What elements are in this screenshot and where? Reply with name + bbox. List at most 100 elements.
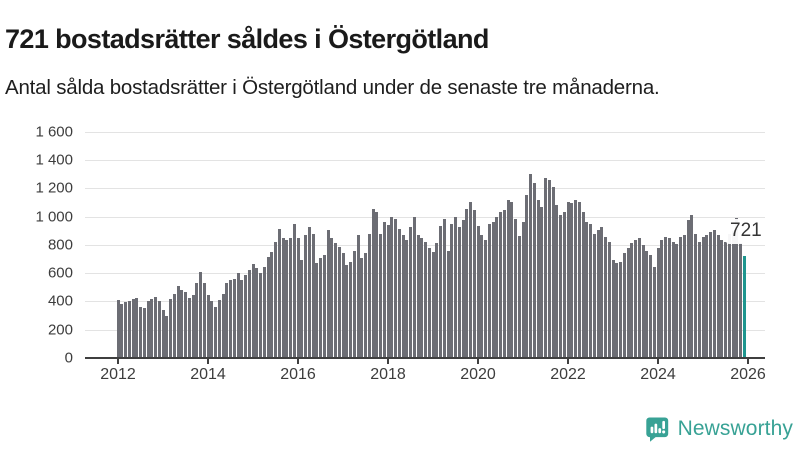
bar	[551, 186, 555, 358]
bar	[304, 234, 307, 358]
bar	[206, 295, 210, 358]
bar	[375, 211, 379, 358]
bar	[712, 229, 716, 358]
bar	[667, 238, 671, 358]
bar	[247, 270, 251, 358]
x-axis-tick-mark	[477, 359, 479, 364]
bar	[637, 238, 641, 358]
x-axis-tick-mark	[387, 359, 389, 364]
x-axis-tick-label: 2024	[640, 366, 676, 383]
y-gridline	[85, 216, 765, 218]
bar	[394, 218, 397, 358]
x-axis-tick-mark	[567, 359, 569, 364]
x-axis-tick-label: 2016	[280, 366, 316, 383]
y-gridline	[85, 131, 765, 133]
bar	[405, 239, 409, 358]
bar	[701, 237, 705, 358]
bar	[364, 253, 367, 358]
bar	[465, 208, 469, 358]
bar	[491, 222, 495, 358]
bar	[634, 239, 637, 358]
bar	[382, 222, 386, 358]
bar	[139, 307, 142, 358]
newsworthy-brand-link[interactable]: Newsworthy	[643, 414, 793, 444]
bar	[199, 271, 202, 358]
bar	[281, 238, 285, 358]
chart-title: 721 bostadsrätter såldes i Östergötland	[5, 24, 489, 55]
bar	[461, 220, 465, 358]
bar	[165, 316, 169, 358]
bar	[116, 300, 120, 358]
bar	[214, 306, 217, 358]
bar	[574, 199, 577, 358]
bar	[311, 233, 315, 358]
bar	[131, 299, 135, 358]
bar	[592, 233, 596, 358]
bar	[555, 205, 559, 358]
bar	[431, 251, 435, 358]
bar	[172, 293, 176, 358]
bar	[454, 216, 457, 358]
bar	[420, 238, 424, 358]
bar-chart-plot-area: 0 200 400 600 800 1 000 1 200 1 400 1 600 2012 201…	[35, 123, 765, 383]
bar	[724, 241, 727, 358]
bar	[356, 234, 360, 358]
bar	[236, 273, 240, 358]
x-axis-tick-mark	[117, 359, 119, 364]
y-axis-tick-label: 1 200	[35, 179, 73, 197]
bar	[529, 174, 532, 358]
bar	[240, 280, 244, 358]
bar	[562, 211, 566, 358]
y-axis-tick-label: 800	[47, 236, 73, 254]
bar	[225, 283, 229, 358]
bar	[435, 243, 439, 358]
x-axis-tick-label: 2022	[550, 366, 586, 383]
bar	[544, 178, 547, 358]
chart-subtitle: Antal sålda bostadsrätter i Östergötland…	[5, 76, 660, 99]
highlighted-bar	[742, 256, 746, 358]
bar	[371, 208, 375, 358]
bar	[686, 220, 690, 358]
x-axis-tick-label: 2020	[460, 366, 496, 383]
bar	[495, 216, 499, 358]
bar	[656, 247, 660, 358]
x-axis-tick-mark	[657, 359, 659, 364]
bar	[124, 302, 127, 358]
bar	[442, 218, 446, 358]
bar	[697, 242, 701, 358]
x-axis-tick-label: 2014	[190, 366, 226, 383]
bar	[120, 303, 124, 358]
bar	[532, 182, 536, 358]
y-axis-tick-label: 200	[47, 321, 73, 339]
bar	[367, 233, 371, 358]
bar	[259, 273, 262, 358]
bar	[521, 221, 525, 358]
bar	[536, 199, 540, 358]
bar	[146, 301, 150, 358]
bar	[427, 248, 431, 358]
bar	[401, 234, 405, 358]
bar	[217, 300, 221, 358]
bar	[266, 256, 270, 358]
bar	[596, 229, 600, 358]
bar	[360, 258, 364, 358]
x-axis-line	[85, 357, 765, 359]
bar	[379, 233, 382, 358]
bar	[232, 278, 236, 358]
bar	[277, 228, 281, 358]
bar	[450, 223, 454, 358]
bar	[409, 227, 412, 358]
y-gridline	[85, 159, 765, 161]
bar	[195, 283, 199, 358]
bar	[472, 210, 476, 358]
bar	[514, 218, 517, 358]
x-axis-tick-label: 2018	[370, 366, 406, 383]
bar	[705, 234, 709, 358]
bar	[315, 263, 319, 358]
bar	[210, 301, 214, 358]
y-axis-tick-label: 0	[64, 349, 73, 367]
bar	[660, 240, 664, 358]
bar	[416, 234, 420, 358]
bar	[255, 268, 259, 358]
